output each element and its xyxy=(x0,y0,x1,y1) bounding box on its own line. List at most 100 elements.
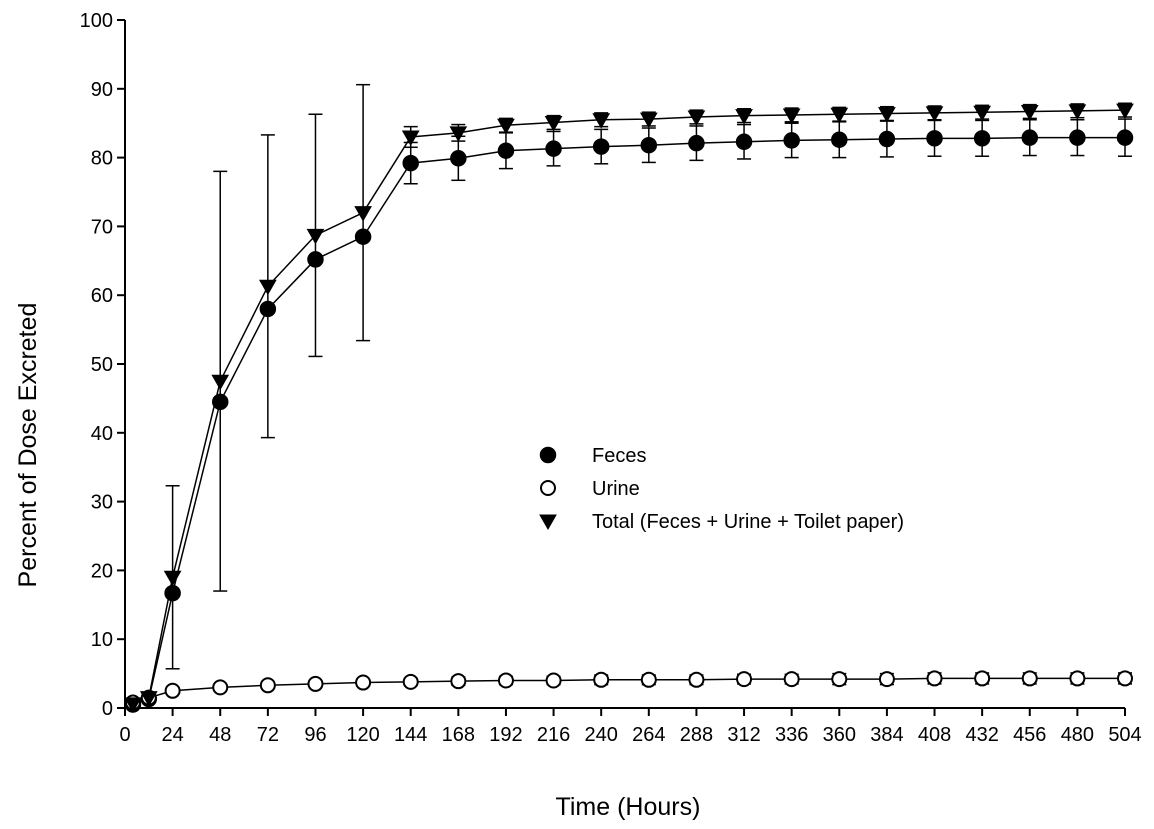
urine-point xyxy=(355,674,372,691)
feces-point xyxy=(1021,129,1039,146)
urine-point xyxy=(1021,670,1038,687)
x-tick-label: 384 xyxy=(870,724,903,746)
legend-total-label: Total (Feces + Urine + Toilet paper) xyxy=(592,511,904,533)
x-tick-label: 168 xyxy=(442,724,475,746)
feces-point xyxy=(735,133,753,151)
x-tick-label: 336 xyxy=(775,724,808,746)
y-tick-label: 40 xyxy=(91,423,113,445)
total-point xyxy=(830,107,849,124)
feces-series-line xyxy=(132,136,1125,706)
y-tick-label: 100 xyxy=(80,10,113,32)
total-point xyxy=(735,109,753,125)
total-point xyxy=(401,130,420,146)
y-axis-label: Percent of Dose Excreted xyxy=(14,303,42,588)
x-tick-label: 312 xyxy=(727,724,760,746)
total-point xyxy=(211,374,230,391)
x-tick-label: 456 xyxy=(1013,724,1046,746)
urine-point xyxy=(450,673,467,690)
axes xyxy=(117,19,1126,716)
y-tick-label: 10 xyxy=(91,629,113,651)
feces-point xyxy=(640,136,658,154)
total-point xyxy=(592,113,611,129)
urine-point xyxy=(164,682,181,699)
urine-point xyxy=(212,679,229,696)
x-tick-label: 96 xyxy=(304,724,326,746)
y-tick-label: 20 xyxy=(91,560,113,582)
feces-point xyxy=(211,393,229,411)
y-tick-label: 70 xyxy=(91,216,113,238)
x-tick-label: 216 xyxy=(537,724,570,746)
x-tick-label: 120 xyxy=(346,724,379,746)
x-tick-label: 192 xyxy=(489,724,522,746)
feces-point xyxy=(973,130,991,147)
urine-point xyxy=(688,671,705,688)
legend-urine-label: Urine xyxy=(592,478,640,500)
urine-point xyxy=(878,671,895,688)
feces-point xyxy=(1116,129,1134,146)
total-point xyxy=(163,570,182,587)
total-point xyxy=(258,279,277,296)
total-point xyxy=(354,206,372,222)
feces-point xyxy=(831,131,848,148)
x-tick-label: 480 xyxy=(1061,724,1094,746)
error-bars xyxy=(165,83,1132,687)
total-point xyxy=(1116,103,1134,120)
y-tick-label: 80 xyxy=(91,148,113,170)
feces-point xyxy=(354,228,372,245)
feces-point xyxy=(450,150,467,167)
total-point xyxy=(782,108,801,124)
y-tick-label: 90 xyxy=(91,79,113,101)
urine-point xyxy=(974,670,991,687)
legend-total-marker xyxy=(539,514,557,531)
urine-point xyxy=(259,677,276,694)
total-point xyxy=(1068,104,1087,120)
feces-point xyxy=(878,130,896,148)
feces-point xyxy=(688,134,705,152)
urine-point xyxy=(640,671,657,688)
feces-point xyxy=(1069,129,1086,146)
legend: Feces Urine Total (Feces + Urine + Toilet … xyxy=(539,445,904,533)
x-axis-label: Time (Hours) xyxy=(556,793,701,821)
x-tick-label: 360 xyxy=(823,724,856,746)
total-point xyxy=(973,105,992,122)
urine-point xyxy=(736,671,753,688)
x-tick-label: 264 xyxy=(632,724,665,746)
urine-point xyxy=(926,670,943,687)
x-tick-label: 48 xyxy=(209,724,231,746)
y-tick-label: 50 xyxy=(91,354,113,376)
urine-point xyxy=(402,673,419,690)
x-tick-label: 504 xyxy=(1108,724,1141,746)
x-tick-label: 72 xyxy=(257,724,279,746)
total-point xyxy=(497,118,515,135)
feces-point xyxy=(307,251,324,268)
urine-point xyxy=(307,675,324,692)
total-point xyxy=(925,106,944,122)
tick-labels: 0 10 20 30 40 50 60 70 80 90 100 0 24 48 72 96 120 144 168… xyxy=(80,10,1142,746)
total-point xyxy=(878,107,896,123)
feces-point xyxy=(259,300,277,318)
x-tick-label: 144 xyxy=(394,724,427,746)
total-point xyxy=(687,110,706,127)
y-tick-label: 30 xyxy=(91,492,113,514)
y-tick-label: 0 xyxy=(102,698,113,720)
feces-point xyxy=(164,584,181,602)
x-tick-label: 408 xyxy=(918,724,951,746)
urine-point xyxy=(1117,670,1133,687)
legend-urine-marker xyxy=(540,480,556,496)
feces-point xyxy=(402,154,419,172)
y-tick-label: 60 xyxy=(91,285,113,307)
x-tick-label: 0 xyxy=(119,724,130,746)
urine-point xyxy=(1069,670,1086,687)
x-tick-label: 432 xyxy=(965,724,998,746)
series-markers xyxy=(124,103,1134,713)
feces-point xyxy=(545,140,562,157)
total-series-line xyxy=(132,109,1126,705)
total-point xyxy=(639,112,658,129)
urine-point xyxy=(831,671,848,688)
series-lines xyxy=(132,109,1126,706)
legend-feces-marker xyxy=(539,446,557,464)
feces-point xyxy=(783,132,800,149)
x-tick-label: 240 xyxy=(585,724,618,746)
urine-point xyxy=(545,672,562,689)
